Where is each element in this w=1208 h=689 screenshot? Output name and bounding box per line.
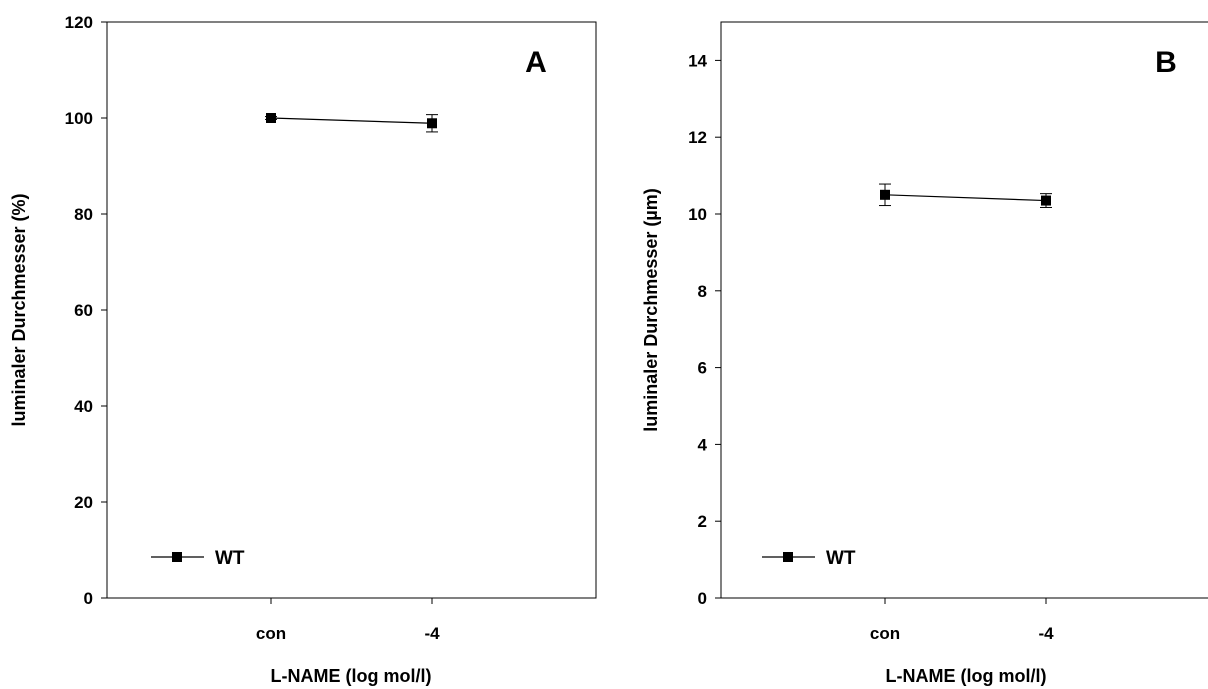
legend-marker-b <box>783 552 793 562</box>
data-point-a <box>266 113 276 123</box>
x-tick-label-a: con <box>256 624 286 643</box>
chart-panel-a: 0 20 40 60 80 100 120 con -4 A luminaler Durchm… <box>9 13 597 686</box>
series-wt-a <box>265 113 438 133</box>
y-tick-label-b: 10 <box>688 205 707 224</box>
x-axis-title-b: L-NAME (log mol/l) <box>886 666 1047 686</box>
x-tick-label-a: -4 <box>424 624 440 643</box>
x-axis-b: con -4 <box>870 598 1054 643</box>
y-tick-label-a: 80 <box>74 205 93 224</box>
plot-frame-a <box>106 21 597 599</box>
series-line-a <box>270 117 433 124</box>
legend-a: WT <box>151 548 245 569</box>
data-point-a <box>427 118 437 129</box>
y-tick-label-a: 20 <box>74 493 93 512</box>
legend-label-b: WT <box>826 548 856 569</box>
y-tick-label-b: 14 <box>688 51 707 70</box>
data-point-b <box>880 189 890 200</box>
x-axis-a: con -4 <box>256 598 440 643</box>
series-wt-b <box>879 183 1052 208</box>
data-point-b <box>1041 195 1051 206</box>
plot-frame-b <box>720 21 1208 599</box>
panel-letter-a: A <box>525 46 547 79</box>
y-tick-label-b: 8 <box>698 282 707 301</box>
y-tick-label-a: 0 <box>84 589 93 608</box>
legend-marker-a <box>172 552 182 562</box>
legend-b: WT <box>762 548 856 569</box>
x-tick-label-b: con <box>870 624 900 643</box>
series-line-b <box>884 194 1047 202</box>
y-tick-label-a: 60 <box>74 301 93 320</box>
y-axis-title-b: luminaler Durchmesser (µm) <box>641 188 661 431</box>
legend-label-a: WT <box>215 548 245 569</box>
y-tick-label-a: 120 <box>65 13 93 32</box>
y-tick-label-b: 6 <box>698 359 707 378</box>
y-axis-title-a: luminaler Durchmesser (%) <box>9 193 29 426</box>
y-tick-label-b: 12 <box>688 128 707 147</box>
y-axis-a: 0 20 40 60 80 100 120 <box>65 13 107 608</box>
y-axis-b: 0 2 4 6 8 10 12 14 <box>688 51 721 608</box>
y-tick-label-a: 100 <box>65 109 93 128</box>
y-tick-label-a: 40 <box>74 397 93 416</box>
y-tick-label-b: 0 <box>698 589 707 608</box>
x-tick-label-b: -4 <box>1038 624 1054 643</box>
panel-letter-b: B <box>1155 46 1177 79</box>
chart-panel-b: 0 2 4 6 8 10 12 14 con -4 B luminaler Durchmesse… <box>641 21 1208 686</box>
x-axis-title-a: L-NAME (log mol/l) <box>271 666 432 686</box>
y-tick-label-b: 2 <box>698 512 707 531</box>
y-tick-label-b: 4 <box>698 435 708 454</box>
